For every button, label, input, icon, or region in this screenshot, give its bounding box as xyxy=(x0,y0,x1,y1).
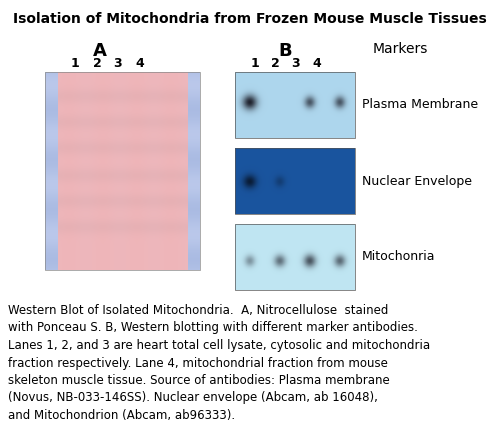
Bar xyxy=(235,148,355,214)
Text: 1: 1 xyxy=(250,57,260,70)
Text: 2: 2 xyxy=(92,57,102,70)
Text: Markers: Markers xyxy=(372,42,428,56)
Text: 4: 4 xyxy=(312,57,322,70)
Text: A: A xyxy=(93,42,107,60)
Text: Nuclear Envelope: Nuclear Envelope xyxy=(362,175,472,187)
Text: Isolation of Mitochondria from Frozen Mouse Muscle Tissues: Isolation of Mitochondria from Frozen Mo… xyxy=(13,12,487,26)
Text: 2: 2 xyxy=(270,57,280,70)
Text: Western Blot of Isolated Mitochondria.  A, Nitrocellulose  stained
with Ponceau : Western Blot of Isolated Mitochondria. A… xyxy=(8,304,430,422)
Text: 4: 4 xyxy=(136,57,144,70)
Text: Mitochonria: Mitochonria xyxy=(362,251,436,263)
Text: 3: 3 xyxy=(114,57,122,70)
Text: 1: 1 xyxy=(70,57,80,70)
Bar xyxy=(235,72,355,138)
Text: B: B xyxy=(278,42,292,60)
Text: 3: 3 xyxy=(292,57,300,70)
Text: Plasma Membrane: Plasma Membrane xyxy=(362,99,478,111)
Bar xyxy=(235,224,355,290)
Bar xyxy=(45,72,200,270)
